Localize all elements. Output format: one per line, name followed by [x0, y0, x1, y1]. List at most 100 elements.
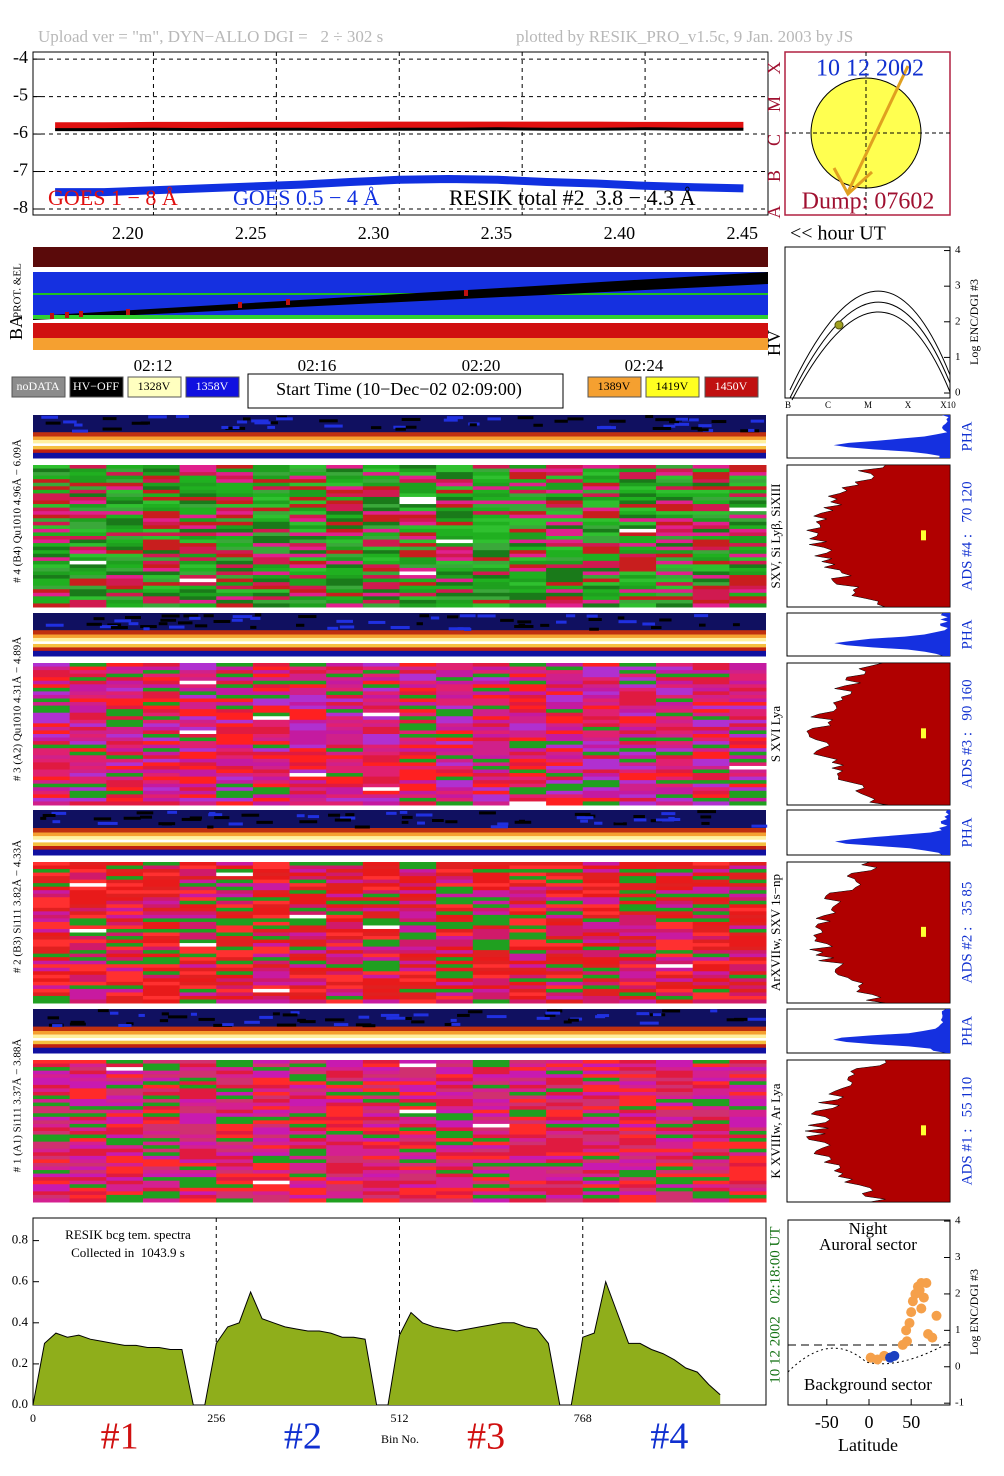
strip-noise: [52, 1024, 63, 1028]
spectrogram-cell: [106, 776, 144, 781]
spectrogram-cell: [509, 511, 547, 516]
x-tick-label: 512: [391, 1411, 409, 1425]
spectrogram-cell: [252, 1109, 291, 1114]
spectrogram-cell: [33, 1060, 71, 1065]
spectrogram-cell: [326, 981, 364, 986]
spectrogram-cell: [106, 1120, 144, 1125]
spectrogram-cell: [252, 758, 291, 763]
spectrogram-cell: [619, 787, 657, 792]
spectrogram-cell: [69, 1159, 107, 1164]
spectrogram-cell: [619, 585, 657, 590]
spectrogram-cell: [142, 999, 181, 1004]
spectrogram-cell: [546, 748, 584, 753]
spectrogram-cell: [729, 1060, 767, 1065]
spectrogram-cell: [436, 946, 474, 951]
spectrogram-cell: [656, 532, 694, 537]
spectrogram-cell: [656, 1106, 694, 1111]
spectrogram-cell: [326, 907, 364, 912]
spectrogram-cell: [362, 1131, 400, 1136]
spectrogram-cell: [179, 465, 217, 470]
legend-swatch: [11, 376, 66, 398]
time-label: 02:12: [134, 356, 173, 375]
spectrogram-cell: [106, 525, 144, 530]
spectrogram-cell: [179, 773, 217, 778]
spectrogram-cell: [509, 465, 547, 470]
spectrogram-cell: [69, 532, 107, 537]
spectrogram-cell: [656, 950, 694, 955]
spectrogram-cell: [216, 560, 254, 565]
spectrogram-cell: [692, 1141, 730, 1146]
spectrogram-cell: [33, 468, 71, 473]
spectrogram-cell: [216, 932, 254, 937]
spectrogram-cell: [362, 995, 400, 1000]
strip-noise: [386, 1016, 406, 1020]
strip-noise: [190, 1012, 197, 1016]
strip-noise: [514, 625, 534, 629]
spectrogram-cell: [69, 985, 107, 990]
spectrogram-cell: [546, 953, 584, 958]
spectrogram-cell: [326, 694, 364, 699]
spectrogram-cell: [33, 475, 71, 480]
spectrogram-cell: [326, 932, 364, 937]
spectrogram-cell: [252, 776, 291, 781]
spectrogram-cell: [582, 496, 620, 501]
spectrogram-cell: [582, 1187, 620, 1192]
series-line: [55, 174, 744, 197]
spectrogram-cell: [179, 914, 217, 919]
spectrogram-cell: [656, 1166, 694, 1171]
strip-noise: [194, 624, 208, 628]
spectrogram-cell: [546, 546, 584, 551]
spectrogram-cell: [546, 670, 584, 675]
spectrogram-cell: [582, 1191, 620, 1196]
spectrogram-cell: [656, 1060, 694, 1065]
spectrogram-cell: [216, 943, 254, 948]
strip-noise: [567, 417, 584, 421]
spectrogram-cell: [546, 1123, 584, 1128]
spectrogram-cell: [509, 886, 547, 891]
spectrogram-cell: [582, 550, 620, 555]
spectrogram-cell: [179, 936, 217, 941]
spectrogram-cell: [472, 712, 510, 717]
spectrogram-cell: [472, 921, 510, 926]
spectrogram-cell: [729, 1194, 767, 1199]
spectrogram-cell: [399, 543, 437, 548]
spectrogram-cell: [252, 1152, 291, 1157]
spectrogram-cell: [252, 694, 291, 699]
spectrogram-cell: [326, 525, 364, 530]
spectrogram-cell: [399, 946, 437, 951]
spectrogram-cell: [179, 886, 217, 891]
spectrogram-cell: [692, 550, 730, 555]
spectrogram-cell: [362, 780, 400, 785]
spectrogram-cell: [69, 723, 107, 728]
spectrogram-cell: [729, 599, 767, 604]
spectrogram-cell: [619, 992, 657, 997]
spectrogram-cell: [142, 950, 181, 955]
spectrogram-cell: [656, 741, 694, 746]
spectrogram-cell: [729, 1180, 767, 1185]
spectrogram-cell: [472, 794, 510, 799]
header-upload: Upload ver = "m", DYN−ALLO DGI = 2 ÷ 302…: [38, 27, 383, 46]
spectrogram-cell: [216, 712, 254, 717]
section-label: #3: [467, 1416, 505, 1458]
spectrogram-cell: [179, 684, 217, 689]
spectrogram-cell: [436, 603, 474, 608]
spectrogram-cell: [619, 1099, 657, 1104]
spectrogram-cell: [692, 1120, 730, 1125]
spectrogram-cell: [179, 1191, 217, 1196]
spectrogram-cell: [692, 1184, 730, 1189]
spectrogram-cell: [656, 550, 694, 555]
spectrogram-cell: [546, 967, 584, 972]
spectrogram-cell: [656, 571, 694, 576]
spectrogram-cell: [179, 1162, 217, 1167]
spectrogram-cell: [509, 787, 547, 792]
spectrogram-cell: [69, 872, 107, 877]
spectrogram-cell: [399, 687, 437, 692]
spectrogram-cell: [546, 514, 584, 519]
spectrogram-cell: [289, 765, 327, 770]
spectrogram-cell: [216, 981, 254, 986]
spectrogram-cell: [582, 751, 620, 756]
spectrogram-cell: [582, 603, 620, 608]
spectrogram-cell: [436, 482, 474, 487]
spectrogram-cell: [33, 765, 71, 770]
